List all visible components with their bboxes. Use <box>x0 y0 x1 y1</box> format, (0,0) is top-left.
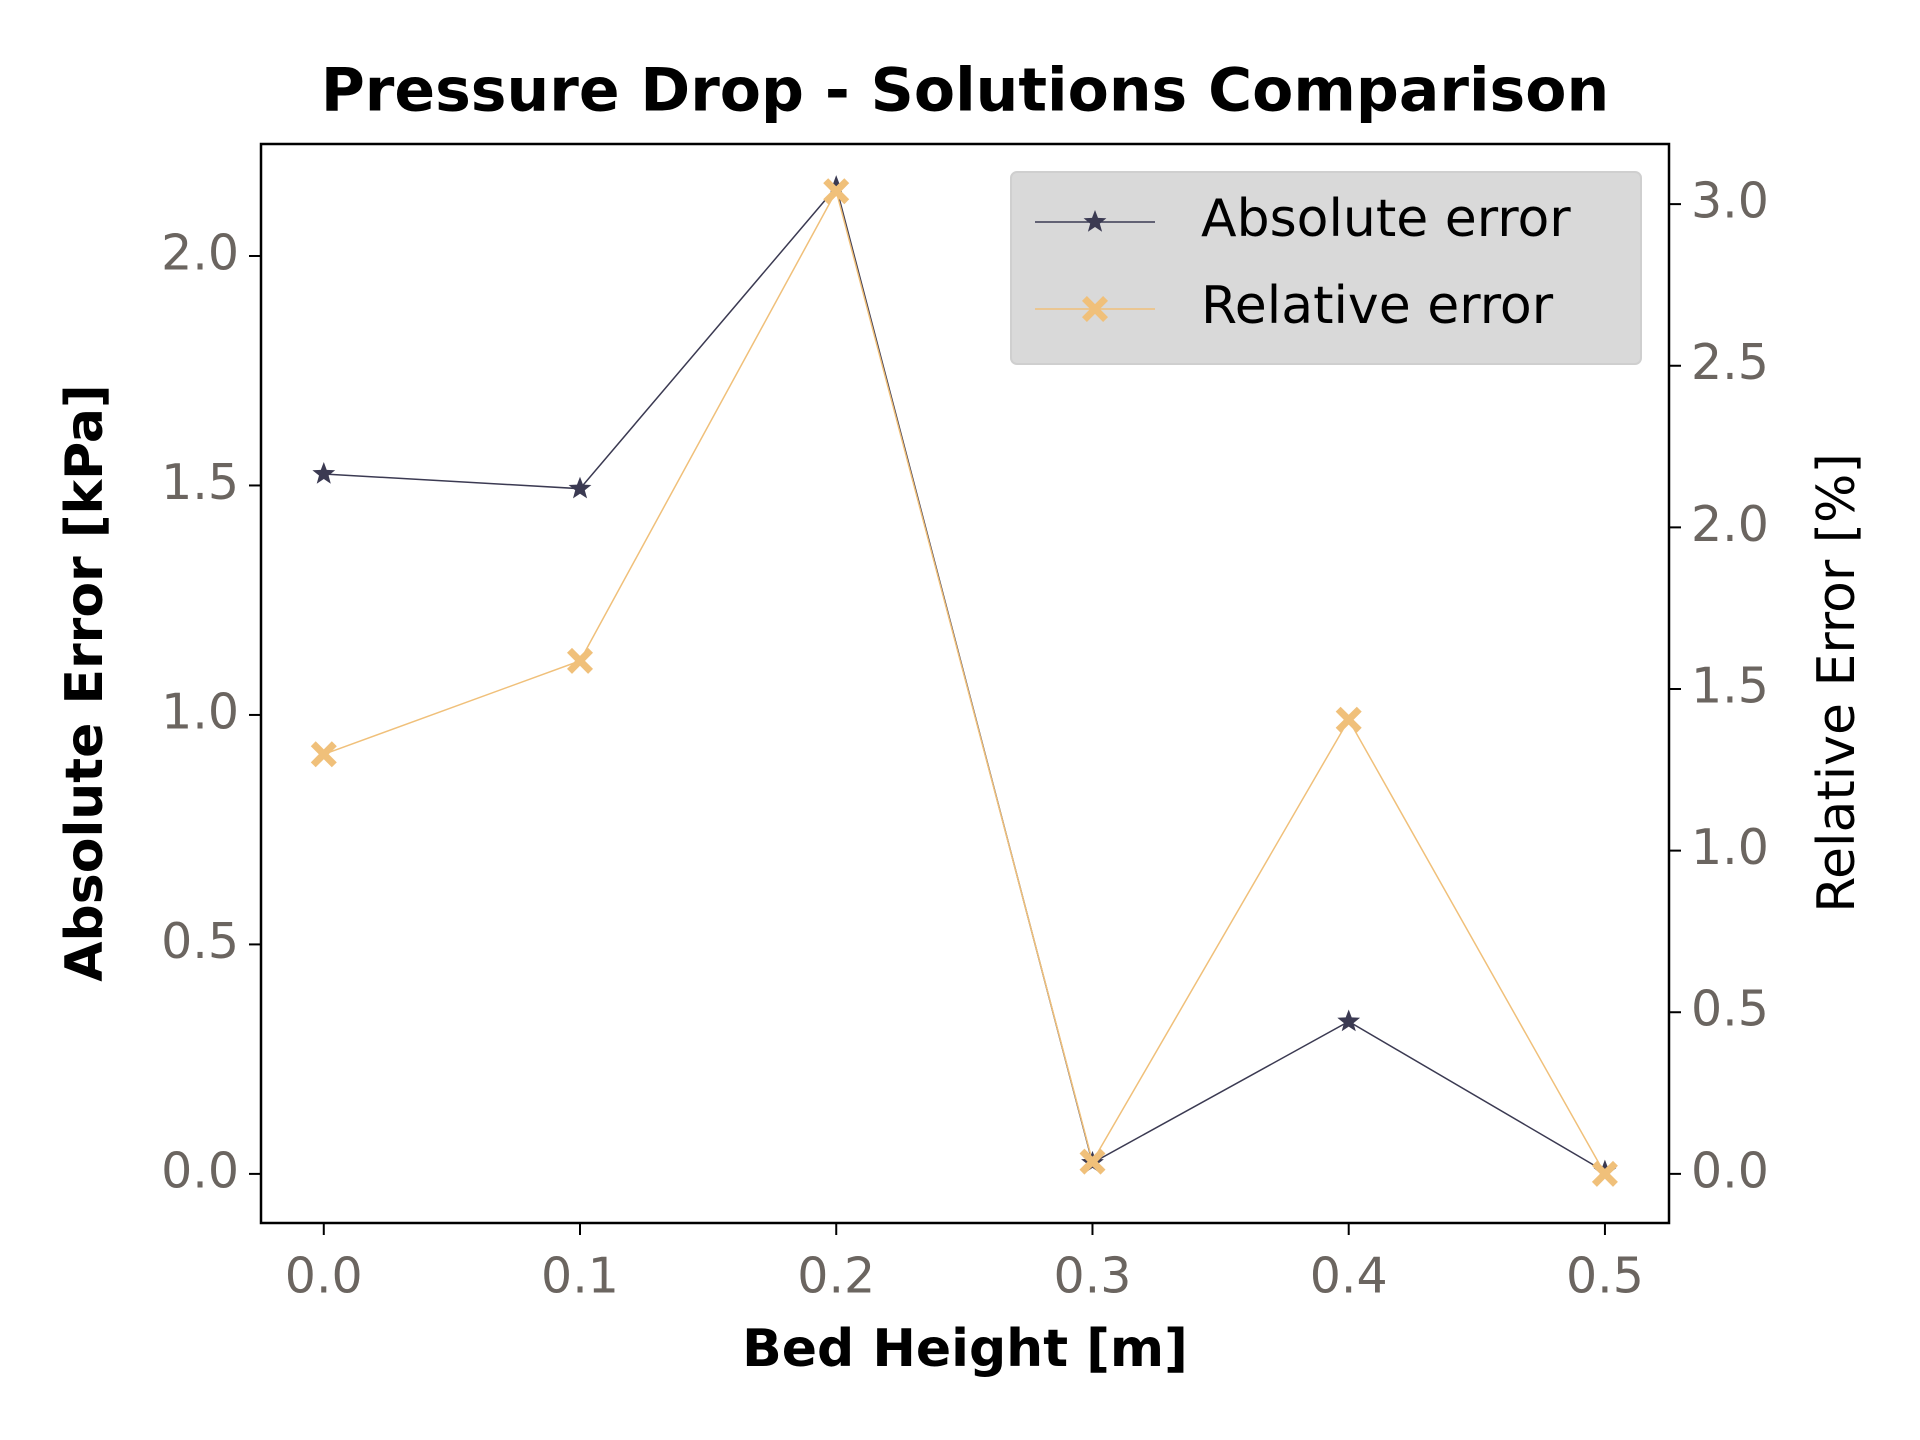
y-tick-label: 1.0 <box>161 683 239 740</box>
x-tick-label: 0.2 <box>797 1248 875 1305</box>
marker <box>312 462 336 484</box>
legend-box <box>1010 171 1642 365</box>
marker <box>824 175 848 197</box>
y2-tick-label: 3.0 <box>1691 173 1769 230</box>
marker <box>1079 1148 1106 1175</box>
marker <box>310 741 337 768</box>
legend-label: Absolute error <box>1201 189 1571 249</box>
y-tick-label: 2.0 <box>161 224 239 281</box>
x-tick-label: 0.3 <box>1054 1248 1132 1305</box>
x-tick-label: 0.0 <box>285 1248 363 1305</box>
chart-title: Pressure Drop - Solutions Comparison <box>321 56 1609 126</box>
legend-marker <box>1082 296 1108 322</box>
y2-tick-label: 0.0 <box>1691 1142 1769 1199</box>
marker <box>567 647 593 674</box>
y2-tick-label: 2.0 <box>1691 496 1769 553</box>
y-tick-label: 1.5 <box>161 454 239 511</box>
series-line <box>323 189 1606 1175</box>
y-tick-label: 0.5 <box>161 913 239 970</box>
x-axis-label: Bed Height [m] <box>742 1319 1188 1379</box>
y2-tick-label: 0.5 <box>1691 981 1769 1038</box>
y2-tick-label: 1.0 <box>1691 819 1769 876</box>
y2-axis-label: Relative Error [%] <box>1807 453 1867 913</box>
legend-label: Relative error <box>1201 276 1554 336</box>
marker <box>568 476 592 499</box>
marker <box>1337 1009 1361 1032</box>
y-tick-label: 0.0 <box>161 1142 239 1199</box>
legend-marker <box>1083 210 1107 232</box>
y2-tick-label: 1.5 <box>1691 657 1769 714</box>
marker <box>1591 1160 1618 1187</box>
marker <box>1335 706 1362 733</box>
plot-frame <box>259 142 1671 1225</box>
x-tick-label: 0.5 <box>1566 1248 1644 1305</box>
legend: Absolute error Relative error <box>1010 171 1642 365</box>
x-tick-label: 0.4 <box>1310 1248 1388 1305</box>
y-axis-label: Absolute Error [kPa] <box>55 384 115 981</box>
marker <box>823 178 850 205</box>
y2-tick-label: 2.5 <box>1691 334 1769 391</box>
x-tick-label: 0.1 <box>541 1248 619 1305</box>
